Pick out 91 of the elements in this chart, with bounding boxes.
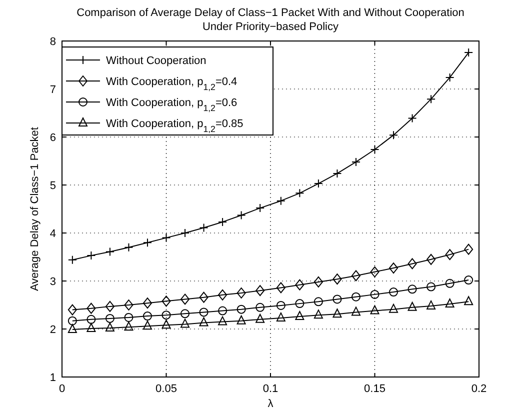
point xyxy=(199,317,208,326)
point xyxy=(408,114,417,123)
point xyxy=(180,309,190,318)
point xyxy=(464,296,474,306)
point xyxy=(124,300,134,310)
point xyxy=(426,94,436,104)
point xyxy=(276,196,286,206)
point xyxy=(68,255,77,264)
point xyxy=(408,302,417,311)
point xyxy=(351,270,360,282)
x-tick-label: 0.2 xyxy=(471,383,487,395)
legend-label: With Cooperation, p$_{1,2}$=0.85 xyxy=(106,118,244,134)
point xyxy=(295,311,304,320)
y-axis-title: Average Delay of Class−1 Packet xyxy=(29,127,41,291)
point xyxy=(86,314,96,324)
point xyxy=(124,312,134,322)
y-tick-label: 6 xyxy=(50,132,56,144)
point xyxy=(218,316,228,326)
point xyxy=(256,314,265,323)
x-tick-label: 0.05 xyxy=(156,383,177,395)
y-tick-label: 4 xyxy=(50,228,56,240)
point xyxy=(351,292,360,302)
x-tick-label: 0.1 xyxy=(262,383,278,395)
point xyxy=(295,188,304,198)
point xyxy=(389,262,398,274)
point xyxy=(314,276,323,288)
point xyxy=(199,308,208,317)
point xyxy=(295,279,304,290)
point xyxy=(332,274,342,285)
point xyxy=(332,308,342,318)
point xyxy=(86,302,96,314)
point xyxy=(351,306,360,316)
point xyxy=(464,276,474,285)
point xyxy=(142,298,152,309)
x-axis-title: λ xyxy=(268,398,274,410)
point xyxy=(426,300,436,310)
point xyxy=(180,294,190,305)
legend-label: With Cooperation, p$_{1,2}$=0.4 xyxy=(106,76,238,92)
point xyxy=(445,298,454,308)
y-tick-label: 3 xyxy=(50,276,56,288)
point xyxy=(370,290,380,299)
x-tick-label: 0.15 xyxy=(364,383,386,395)
point xyxy=(218,289,228,300)
point xyxy=(276,300,286,310)
point xyxy=(389,304,398,313)
point xyxy=(162,310,171,320)
x-tick-label: 0 xyxy=(58,383,66,395)
point xyxy=(464,244,474,255)
y-tick-label: 7 xyxy=(50,84,56,96)
point xyxy=(162,320,171,329)
y-tick-label: 8 xyxy=(50,36,56,48)
y-tick-label: 2 xyxy=(50,324,56,336)
point xyxy=(426,282,436,292)
point xyxy=(236,288,246,298)
point xyxy=(426,254,436,265)
point xyxy=(295,299,304,308)
point xyxy=(142,312,152,321)
y-tick-label: 5 xyxy=(50,180,56,192)
point xyxy=(105,300,114,312)
point xyxy=(370,305,380,314)
point xyxy=(276,282,286,294)
point xyxy=(256,302,265,312)
point xyxy=(408,258,417,270)
point xyxy=(256,285,265,296)
point xyxy=(445,278,454,288)
point xyxy=(276,312,286,322)
legend-label: With Cooperation, p$_{1,2}$=0.6 xyxy=(106,97,238,113)
point xyxy=(236,315,246,324)
y-tick-label: 1 xyxy=(50,372,56,384)
point xyxy=(408,284,417,294)
point xyxy=(236,304,246,314)
point xyxy=(124,322,134,331)
point xyxy=(68,316,77,326)
point xyxy=(314,310,323,319)
point xyxy=(105,314,114,323)
point xyxy=(105,322,114,332)
point xyxy=(180,318,190,328)
point xyxy=(332,294,342,304)
point xyxy=(199,292,208,303)
point xyxy=(445,249,454,260)
point xyxy=(68,304,77,316)
point xyxy=(162,296,171,307)
point xyxy=(142,320,152,330)
point xyxy=(218,306,228,316)
point xyxy=(68,324,77,333)
point xyxy=(370,266,380,278)
point xyxy=(86,323,96,332)
legend-label: Without Cooperation xyxy=(106,55,206,67)
point xyxy=(314,297,323,306)
chart-title: Comparison of Average Delay of Class−1 Packet With and Without Cooperation Under Priority−based Policy xyxy=(76,7,464,33)
point xyxy=(389,288,398,297)
